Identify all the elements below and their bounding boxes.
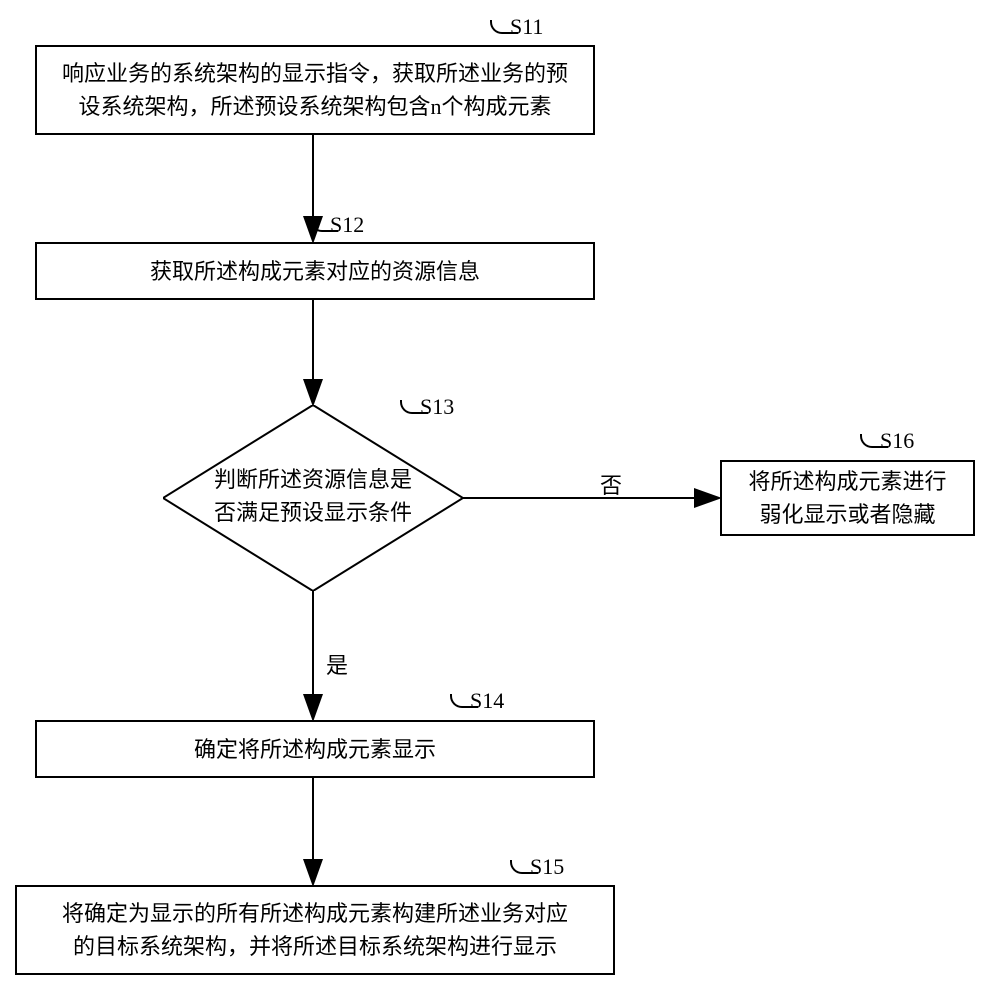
edge-label-no: 否 xyxy=(600,468,622,500)
edge-label-yes: 是 xyxy=(326,648,348,680)
arrow-s11-s12 xyxy=(0,0,1000,995)
